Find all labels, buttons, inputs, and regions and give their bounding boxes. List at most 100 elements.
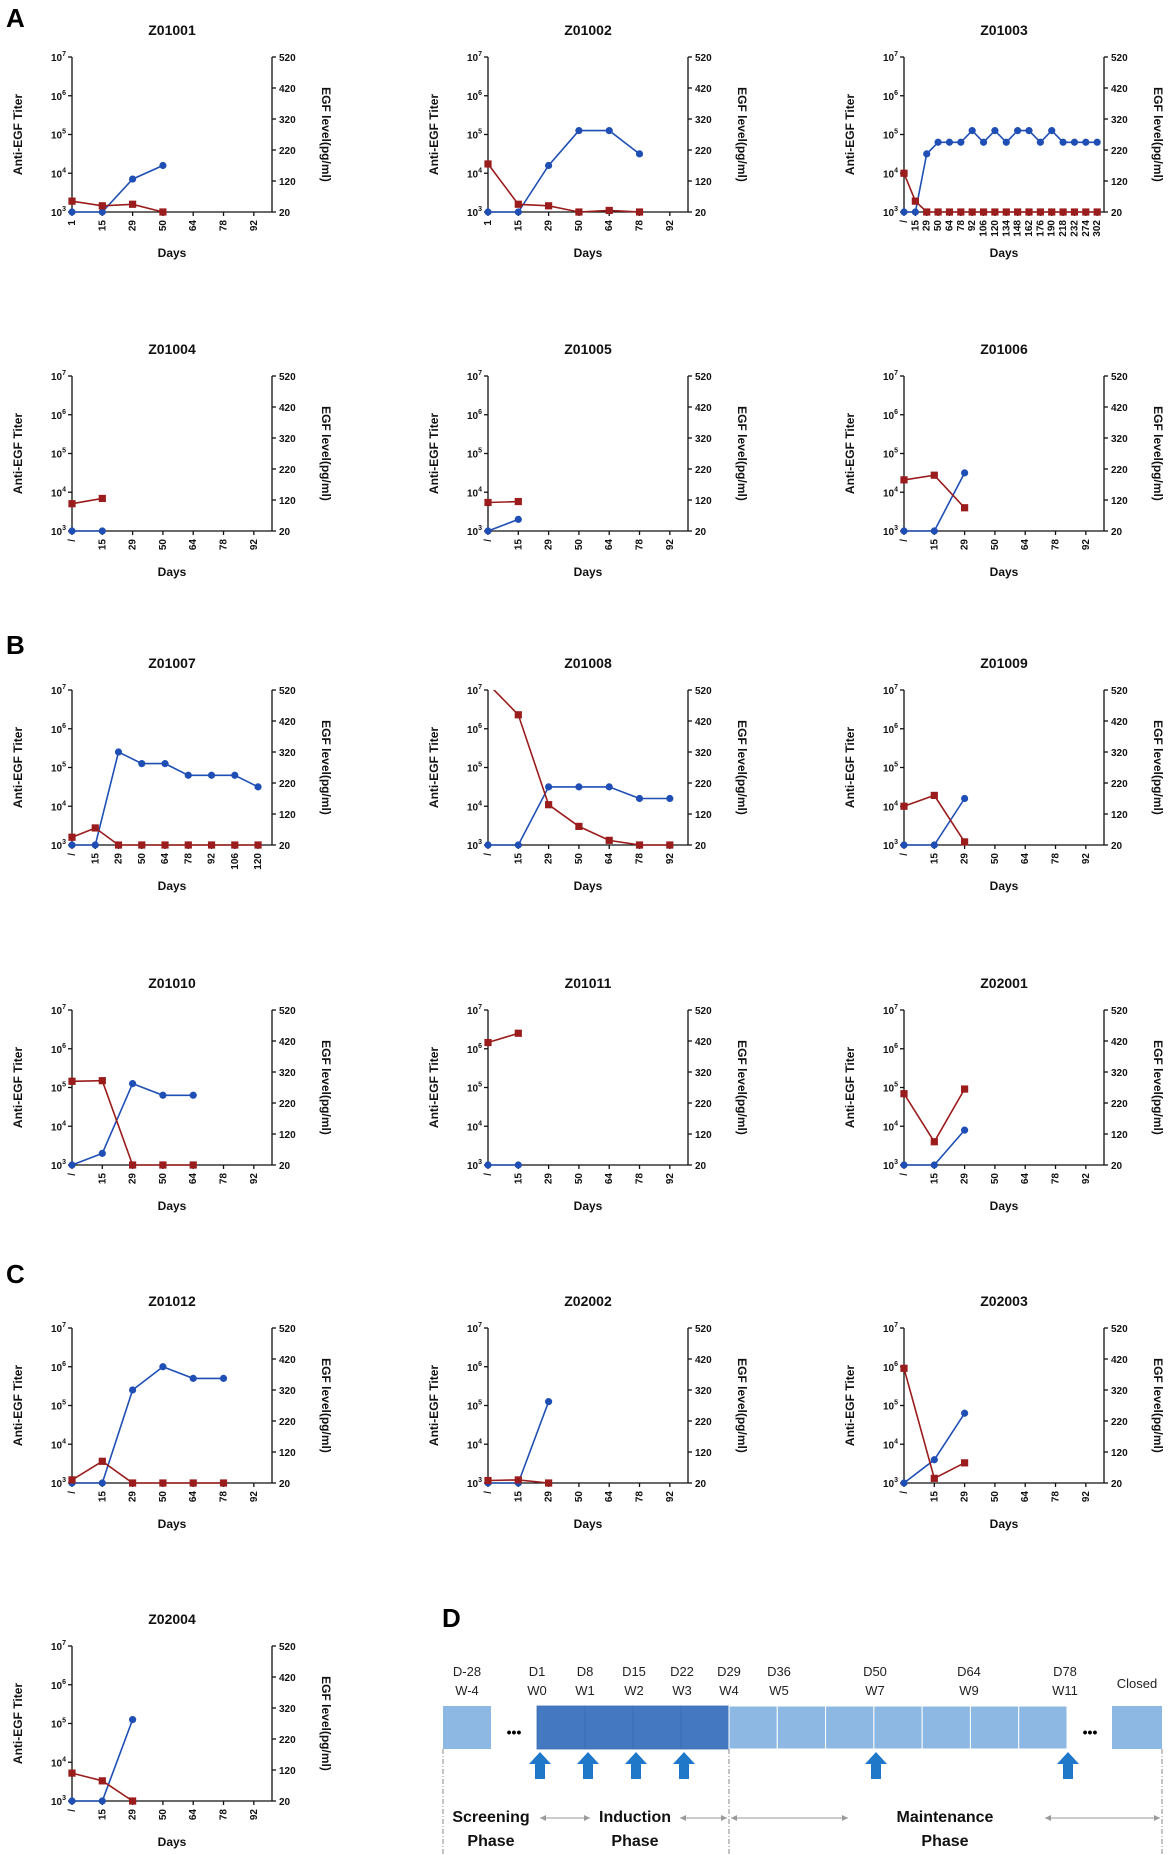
egf-point — [68, 500, 76, 508]
x-tick-label: 29 — [544, 1173, 555, 1185]
titer-point — [934, 138, 942, 146]
left-tick-label: 103 — [883, 206, 898, 219]
right-tick-label: 420 — [1111, 1355, 1128, 1366]
arrowhead-right-icon — [1154, 1815, 1160, 1821]
x-tick-label: 50 — [574, 539, 585, 551]
left-tick-label: 106 — [467, 409, 482, 422]
x-tick-label: 15 — [929, 1173, 940, 1185]
right-tick-label: 220 — [279, 1099, 296, 1110]
arrowhead-left-icon — [540, 1815, 546, 1821]
x-axis-label: Days — [158, 1199, 187, 1213]
left-tick-label: 104 — [883, 486, 898, 499]
titer-point — [666, 794, 674, 803]
x-tick-label: / — [67, 1809, 78, 1812]
arrowhead-left-icon — [1045, 1815, 1051, 1821]
x-tick-label: 1 — [67, 220, 78, 226]
right-tick-label: 220 — [1111, 146, 1128, 157]
egf-point — [159, 1161, 167, 1169]
egf-line — [71, 497, 103, 505]
egf-point — [930, 791, 938, 799]
right-axis-label: EGF level(pg/ml) — [319, 1040, 333, 1135]
right-tick-label: 420 — [279, 717, 296, 728]
schedule-week-label: W2 — [624, 1683, 644, 1698]
egf-point — [979, 208, 988, 216]
right-tick-label: 520 — [279, 686, 296, 697]
x-axis-label: Days — [158, 246, 187, 260]
left-tick-label: 107 — [883, 1322, 898, 1335]
titer-point — [635, 794, 644, 803]
left-tick-label: 106 — [51, 1043, 66, 1056]
titer-line — [487, 518, 519, 532]
right-tick-label: 420 — [695, 403, 712, 414]
egf-series — [900, 791, 969, 846]
schedule-week-label: W0 — [527, 1683, 547, 1698]
egf-point — [911, 197, 919, 205]
left-tick-label: 103 — [467, 206, 482, 219]
x-axis-label: Days — [990, 1517, 1019, 1531]
x-tick-label: 15 — [513, 220, 524, 232]
chart-title: Z01007 — [148, 655, 196, 671]
x-tick-label: 15 — [97, 1491, 108, 1503]
left-tick-label: 103 — [51, 206, 66, 219]
right-tick-label: 420 — [1111, 717, 1128, 728]
x-tick-label: 15 — [97, 539, 108, 551]
x-tick-label: 92 — [665, 539, 676, 551]
egf-series — [484, 680, 674, 849]
dose-arrow-icon — [577, 1752, 599, 1779]
left-tick-label: 104 — [883, 800, 898, 813]
titer-point — [1014, 127, 1022, 135]
x-tick-label: 15 — [513, 1173, 524, 1185]
titer-point — [68, 1797, 76, 1805]
phase-subtitle: Phase — [921, 1833, 968, 1850]
right-axis-label: EGF level(pg/ml) — [1151, 1358, 1165, 1453]
left-tick-label: 105 — [883, 1082, 898, 1095]
left-axis-label: Anti-EGF Titer — [843, 94, 857, 175]
left-tick-label: 105 — [467, 129, 482, 142]
left-axis-label: Anti-EGF Titer — [843, 1047, 857, 1128]
titer-point — [1070, 138, 1079, 146]
egf-point — [129, 200, 137, 208]
x-tick-label: / — [899, 1173, 910, 1176]
egf-point — [605, 206, 613, 215]
x-tick-label: / — [483, 1173, 494, 1176]
x-tick-label: 92 — [1081, 853, 1092, 865]
x-tick-label: 64 — [1020, 853, 1031, 865]
induction-week-block — [536, 1705, 586, 1750]
left-tick-label: 106 — [883, 409, 898, 422]
x-tick-label: 78 — [1051, 853, 1062, 865]
x-tick-label: 29 — [544, 539, 555, 551]
right-tick-label: 20 — [1111, 841, 1123, 852]
titer-point — [961, 794, 969, 803]
x-tick-label: 50 — [574, 220, 585, 232]
left-tick-label: 103 — [467, 839, 482, 852]
chart-z01001: Z01001 103 104 105 106 107 20 120 220 320 420 520 1 1… — [11, 22, 333, 260]
right-tick-label: 320 — [279, 115, 296, 126]
maintenance-week-block — [873, 1705, 923, 1750]
right-tick-label: 420 — [279, 403, 296, 414]
x-tick-label: 50 — [158, 1491, 169, 1503]
right-tick-label: 320 — [695, 1068, 712, 1079]
induction-range-left — [540, 1815, 590, 1821]
x-tick-label: 29 — [960, 1491, 971, 1503]
x-axis-label: Days — [574, 1199, 603, 1213]
chart-z01005: Z01005 103 104 105 106 107 20 120 220 320 420 520 / 1… — [427, 341, 749, 579]
titer-line — [72, 1365, 224, 1484]
panel-letter-a: A — [6, 3, 25, 33]
titer-point — [1025, 127, 1033, 135]
right-tick-label: 220 — [279, 1735, 296, 1746]
x-tick-label: / — [899, 853, 910, 856]
right-tick-label: 120 — [1111, 177, 1128, 188]
arrowhead-right-icon — [721, 1815, 727, 1821]
egf-point — [189, 1479, 197, 1487]
schedule-week-label: W4 — [719, 1683, 739, 1698]
egf-point — [484, 680, 491, 687]
egf-point — [900, 476, 908, 484]
x-tick-label: 29 — [960, 853, 971, 865]
x-tick-label: 92 — [665, 220, 676, 232]
left-tick-label: 107 — [467, 370, 482, 383]
egf-series — [68, 1769, 137, 1805]
x-axis-label: Days — [990, 879, 1019, 893]
chart-title: Z01006 — [980, 341, 1028, 357]
x-tick-label: 78 — [1051, 1173, 1062, 1185]
schedule-day-label: D1 — [529, 1664, 546, 1679]
